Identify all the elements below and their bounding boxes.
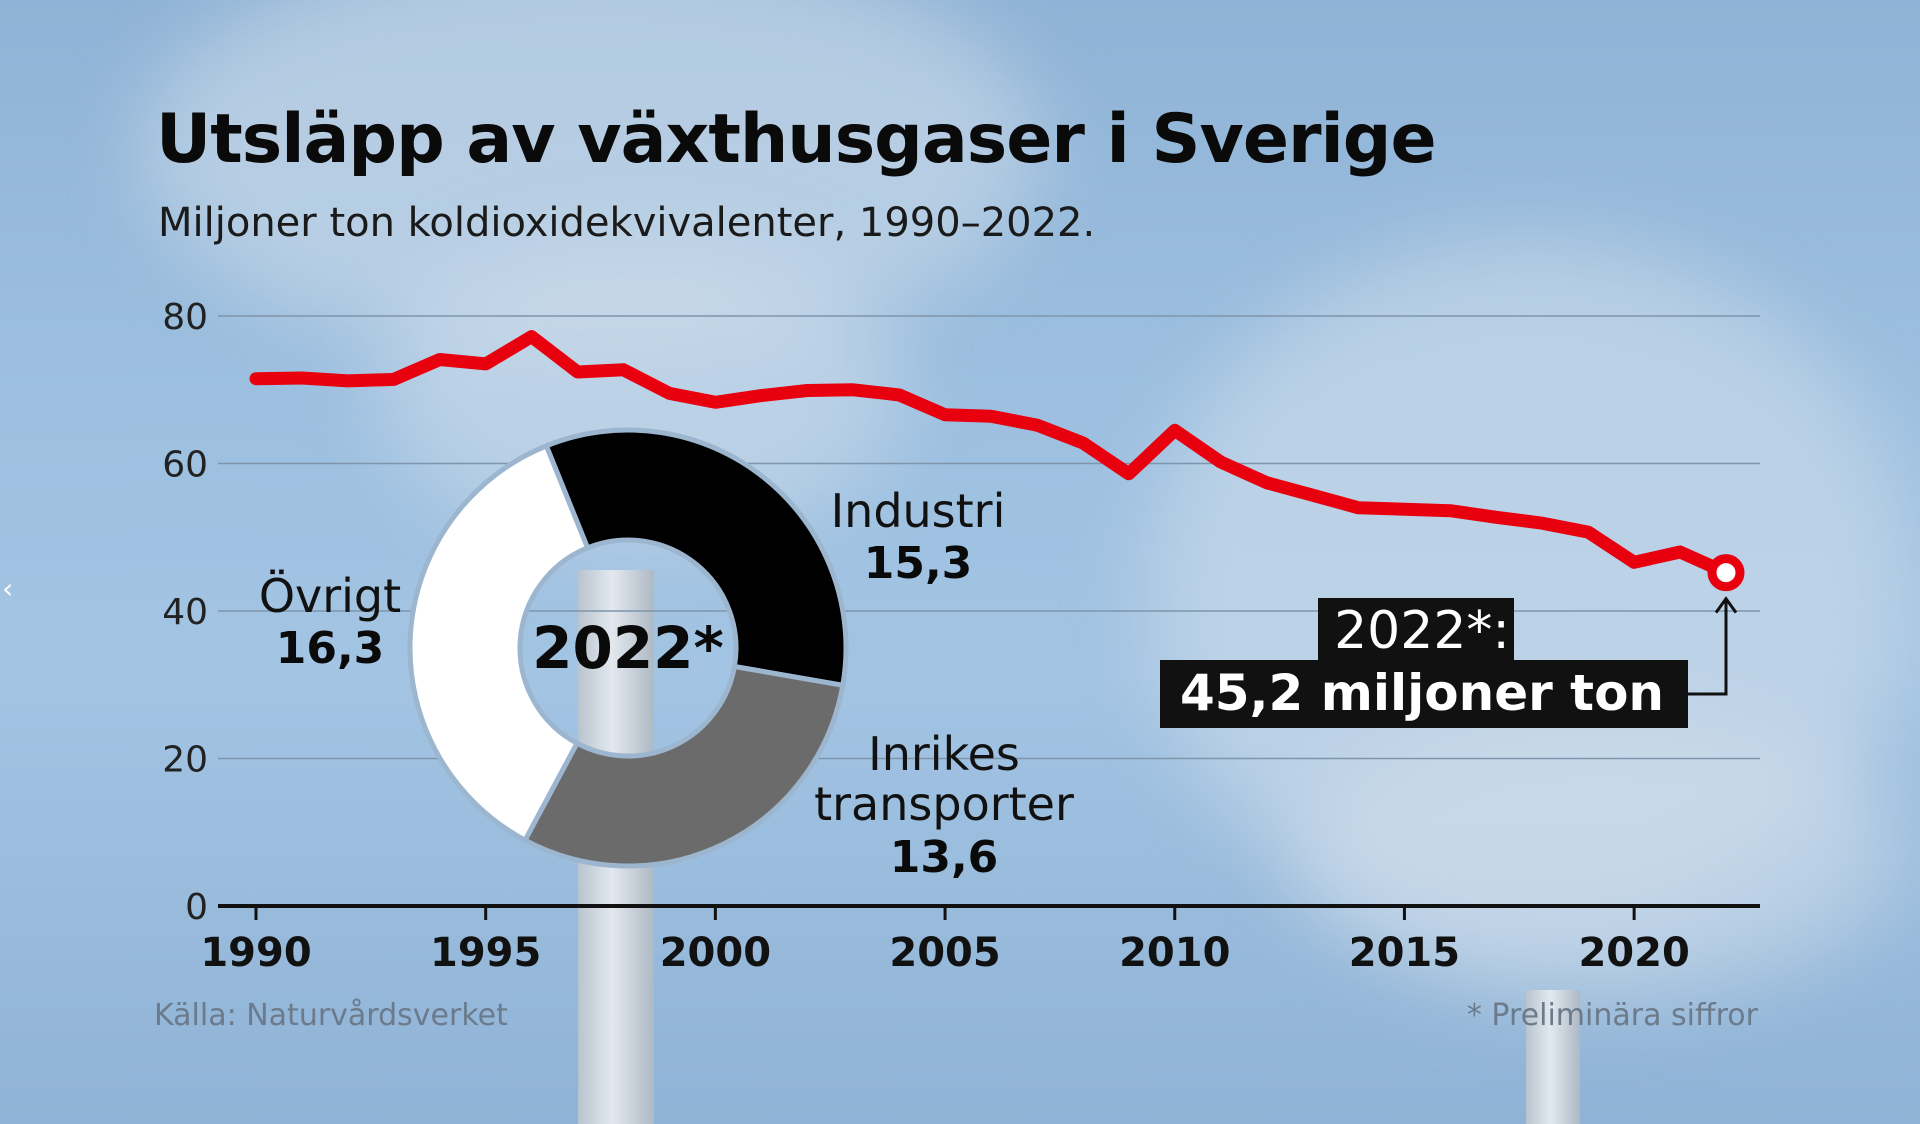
slice-label: transporter	[814, 777, 1074, 831]
donut-slice	[543, 427, 849, 689]
donut-slice	[407, 442, 591, 844]
slice-label: Inrikes	[868, 727, 1020, 781]
x-tick-label: 2015	[1349, 930, 1460, 976]
previous-arrow-icon[interactable]: ‹	[2, 572, 14, 605]
x-tick-label: 2020	[1578, 930, 1689, 976]
x-tick-label: 2000	[660, 930, 771, 976]
emissions-series	[249, 330, 1745, 592]
slice-value: 13,6	[890, 832, 999, 883]
smoke-cloud	[1300, 700, 1900, 1000]
y-tick-label: 40	[162, 592, 208, 633]
x-tick-label: 2005	[889, 930, 1000, 976]
y-tick-label: 80	[162, 297, 208, 338]
x-axis: 1990 1995 2000 2005 2010 2015 2020	[200, 904, 1760, 976]
callout-value-label: 45,2 miljoner ton	[1180, 664, 1664, 722]
donut-slice	[521, 663, 846, 869]
emissions-line	[249, 330, 1733, 580]
x-tick-label: 2010	[1119, 930, 1230, 976]
y-tick-label: 20	[162, 740, 208, 781]
slice-value: 15,3	[864, 538, 973, 589]
chart-subtitle: Miljoner ton koldioxidekvivalenter, 1990…	[158, 200, 1096, 246]
slice-label: Övrigt	[259, 569, 401, 623]
chart-title: Utsläpp av växthusgaser i Sverige	[156, 100, 1437, 179]
x-tick-label: 1990	[200, 930, 311, 976]
source-label: Källa: Naturvårdsverket	[154, 998, 508, 1033]
slice-label: Industri	[831, 484, 1006, 538]
x-tick-label: 1995	[430, 930, 541, 976]
callout-annotation: 2022*: 45,2 miljoner ton	[1160, 596, 1738, 728]
y-tick-label: 0	[185, 887, 208, 928]
callout-value-background	[1160, 660, 1688, 728]
slice-value: 16,3	[276, 623, 385, 674]
callout-arrow-icon	[1688, 596, 1738, 696]
chimney	[1526, 990, 1580, 1124]
callout-year-background	[1318, 598, 1514, 660]
donut-center-label: 2022*	[532, 614, 724, 682]
callout-year-label: 2022*:	[1334, 601, 1510, 661]
footnote-label: * Preliminära siffror	[1466, 998, 1758, 1033]
y-tick-label: 60	[162, 445, 208, 486]
y-axis-ticks: 0 20 40 60 80	[162, 297, 208, 928]
endpoint-marker	[1707, 554, 1745, 592]
